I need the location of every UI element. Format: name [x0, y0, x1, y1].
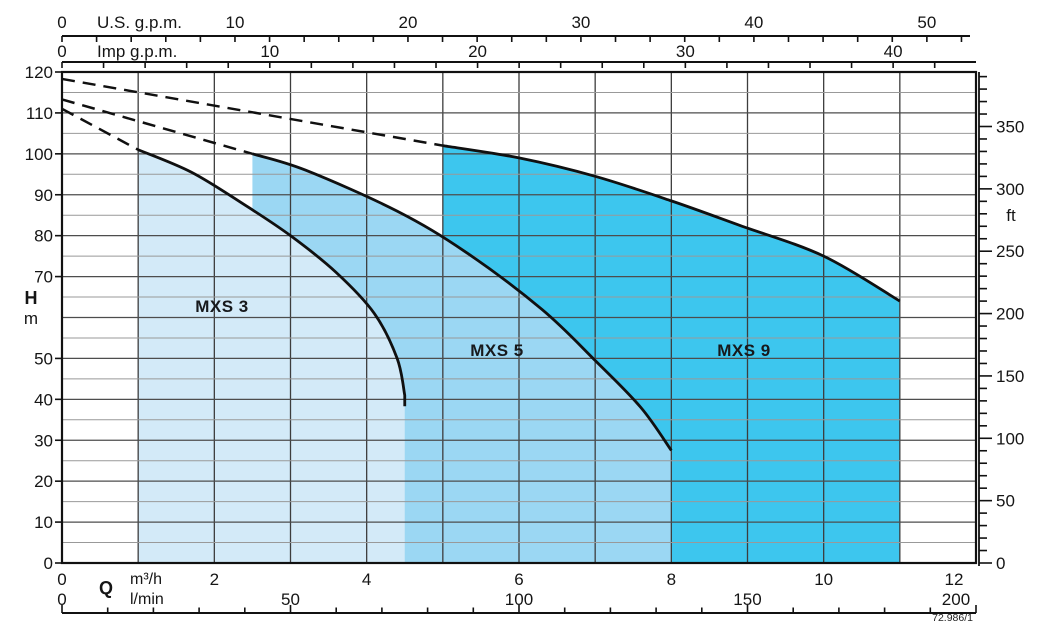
svg-text:10: 10 — [814, 570, 833, 589]
head-axis-label: H — [24, 288, 38, 308]
svg-text:100: 100 — [996, 429, 1024, 448]
svg-text:20: 20 — [398, 13, 417, 32]
svg-text:0: 0 — [996, 554, 1005, 573]
svg-text:350: 350 — [996, 118, 1024, 137]
axis-imp-gpm: 0 10 20 30 40 — [57, 42, 976, 68]
hq-curves — [137, 144, 901, 452]
svg-text:50: 50 — [281, 590, 300, 609]
plot-border — [60, 70, 978, 565]
dashed-curve-mxs9 — [61, 77, 444, 147]
axis-m3h: 0 2 4 6 8 10 12 — [57, 570, 963, 589]
svg-text:20: 20 — [468, 42, 487, 61]
svg-text:6: 6 — [514, 570, 523, 589]
svg-text:200: 200 — [942, 590, 970, 609]
svg-text:30: 30 — [676, 42, 695, 61]
grid-layer — [62, 72, 976, 563]
svg-text:90: 90 — [34, 186, 53, 205]
region-fill-mxs3 — [138, 149, 405, 563]
flow-unit-m3h-label: m³/h — [130, 571, 162, 588]
svg-text:100: 100 — [25, 145, 53, 164]
svg-text:50: 50 — [34, 349, 53, 368]
svg-text:70: 70 — [34, 268, 53, 287]
svg-text:40: 40 — [744, 13, 763, 32]
flow-axis-label: Q — [98, 578, 113, 598]
svg-text:0: 0 — [57, 42, 66, 61]
curve-mxs5 — [252, 152, 673, 452]
head-axis-unit: m — [23, 309, 39, 328]
us-gpm-axis-label: U.S. g.p.m. — [97, 13, 183, 32]
svg-text:12: 12 — [945, 570, 964, 589]
dashed-curve-mxs5 — [61, 98, 253, 156]
axis-lmin: 0 50 100 150 200 — [57, 590, 977, 614]
dashed-extensions — [61, 77, 444, 156]
axis-us-gpm: 0 10 20 30 40 50 — [57, 13, 970, 42]
svg-text:0: 0 — [57, 13, 66, 32]
flow-unit-lmin-label: l/min — [130, 591, 164, 608]
svg-text:0: 0 — [57, 570, 66, 589]
svg-text:40: 40 — [884, 42, 903, 61]
curve-mxs3 — [137, 148, 407, 407]
curve-mxs9 — [442, 144, 901, 303]
imp-gpm-axis-label: Imp g.p.m. — [97, 42, 178, 61]
axis-ft: 350 300 250 200 150 100 50 0 — [978, 72, 1024, 573]
drawing-reference: 72.986/1 — [932, 612, 973, 624]
dashed-curve-mxs3 — [61, 107, 139, 151]
svg-text:150: 150 — [733, 590, 761, 609]
svg-text:20: 20 — [34, 472, 53, 491]
svg-text:0: 0 — [44, 554, 53, 573]
svg-text:0: 0 — [57, 590, 66, 609]
svg-text:120: 120 — [25, 63, 53, 82]
region-label-mxs3: MXS 3 — [195, 297, 249, 316]
svg-text:150: 150 — [996, 367, 1024, 386]
border-layer — [60, 70, 978, 565]
svg-text:4: 4 — [362, 570, 371, 589]
svg-text:30: 30 — [571, 13, 590, 32]
svg-text:10: 10 — [260, 42, 279, 61]
svg-text:2: 2 — [210, 570, 219, 589]
svg-text:300: 300 — [996, 180, 1024, 199]
region-label-mxs9: MXS 9 — [717, 341, 771, 360]
region-label-mxs5: MXS 5 — [470, 341, 524, 360]
svg-text:10: 10 — [34, 513, 53, 532]
right-axis-unit-ft: ft — [1006, 206, 1016, 225]
svg-text:8: 8 — [667, 570, 676, 589]
svg-text:30: 30 — [34, 431, 53, 450]
svg-text:50: 50 — [996, 492, 1015, 511]
svg-text:10: 10 — [226, 13, 245, 32]
svg-text:50: 50 — [917, 13, 936, 32]
svg-text:110: 110 — [26, 104, 53, 123]
svg-text:80: 80 — [34, 227, 53, 246]
svg-text:40: 40 — [34, 390, 53, 409]
svg-text:200: 200 — [996, 305, 1024, 324]
svg-text:100: 100 — [505, 590, 533, 609]
svg-text:250: 250 — [996, 242, 1024, 261]
